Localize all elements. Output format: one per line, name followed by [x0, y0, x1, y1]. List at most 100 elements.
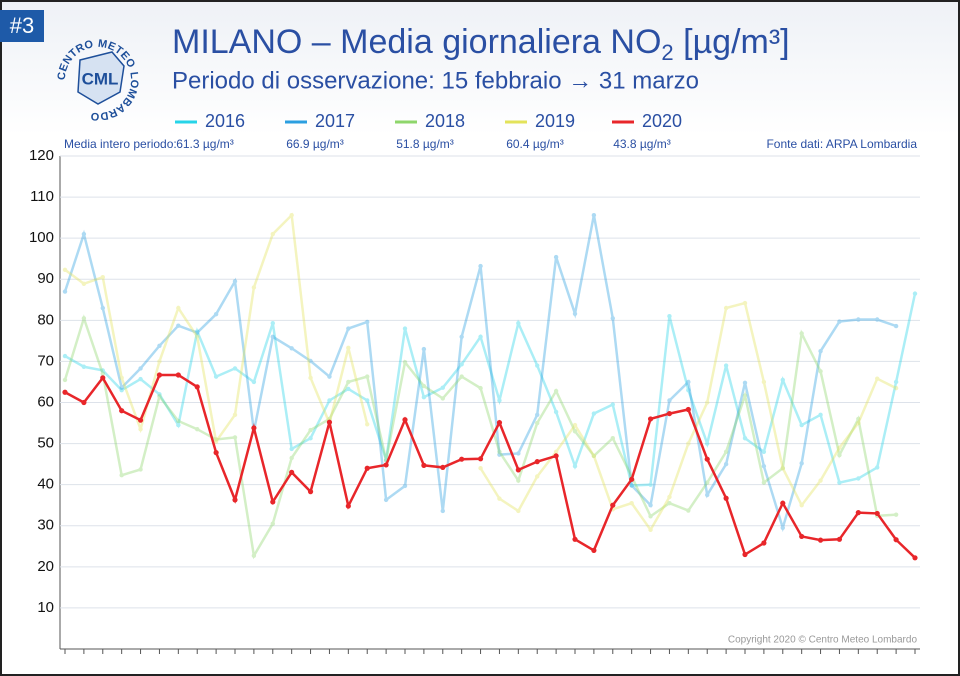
- point: [195, 427, 200, 432]
- point: [308, 375, 313, 381]
- point: [780, 500, 786, 506]
- point: [478, 334, 483, 339]
- point: [856, 420, 861, 426]
- point: [837, 445, 842, 450]
- point: [100, 305, 105, 311]
- point: [440, 385, 445, 390]
- point: [81, 399, 87, 406]
- point: [648, 503, 653, 508]
- point: [685, 406, 691, 413]
- legend-label: 2019: [535, 111, 575, 131]
- point: [81, 316, 87, 321]
- point: [402, 326, 408, 331]
- point: [742, 300, 748, 306]
- point: [535, 412, 540, 418]
- point: [270, 321, 275, 326]
- series: [62, 314, 899, 560]
- point: [686, 379, 691, 385]
- point: [875, 317, 880, 322]
- point: [780, 466, 785, 471]
- point: [591, 547, 597, 554]
- point: [137, 417, 144, 423]
- point: [478, 466, 483, 471]
- point: [270, 231, 275, 237]
- point: [836, 536, 843, 542]
- logo-shape: [77, 51, 125, 105]
- point: [761, 449, 767, 454]
- point: [289, 469, 295, 475]
- point: [100, 371, 105, 376]
- point: [780, 466, 785, 471]
- point: [478, 263, 483, 269]
- point: [497, 496, 502, 501]
- series-line: [63, 214, 897, 533]
- point: [138, 427, 143, 432]
- y-tick-label: 90: [37, 270, 54, 287]
- point: [251, 379, 257, 385]
- legend-label: 2018: [425, 111, 465, 131]
- point: [610, 316, 615, 321]
- point: [402, 360, 408, 365]
- point: [666, 410, 673, 417]
- series: [62, 291, 918, 488]
- series: [62, 212, 899, 533]
- point: [232, 435, 238, 440]
- point: [176, 422, 181, 428]
- mean-label: 51.8 µg/m³: [396, 137, 454, 151]
- point: [705, 441, 710, 446]
- badge-box: [0, 10, 44, 42]
- point: [213, 450, 219, 456]
- point: [893, 323, 899, 329]
- point: [572, 429, 578, 434]
- point: [175, 372, 181, 378]
- point: [705, 492, 710, 498]
- point: [855, 510, 861, 516]
- title-text: MILANO – Media giornaliera NO: [172, 23, 661, 61]
- point: [780, 525, 785, 531]
- point: [723, 461, 729, 467]
- point: [62, 289, 68, 294]
- point: [667, 494, 672, 500]
- point: [761, 463, 767, 469]
- point: [157, 394, 162, 399]
- point: [874, 510, 880, 517]
- point: [383, 462, 389, 468]
- point: [705, 400, 710, 405]
- point: [686, 508, 691, 513]
- point: [459, 334, 464, 339]
- point: [308, 358, 313, 364]
- point: [346, 386, 351, 392]
- point: [440, 396, 445, 401]
- title-unit: [µg/m³]: [674, 23, 790, 61]
- point: [402, 483, 408, 489]
- point: [62, 377, 68, 383]
- point: [553, 254, 559, 260]
- mean-label: 43.8 µg/m³: [613, 137, 671, 151]
- point: [572, 463, 578, 469]
- point: [307, 489, 314, 495]
- series-line: [64, 212, 897, 533]
- point: [780, 377, 785, 383]
- point: [818, 369, 823, 374]
- point: [195, 330, 200, 335]
- chart-title: MILANO – Media giornaliera NO2 [µg/m³]: [172, 23, 790, 65]
- point: [837, 452, 842, 458]
- point: [270, 334, 275, 339]
- point: [365, 398, 370, 403]
- point: [459, 362, 464, 367]
- point: [365, 319, 370, 325]
- series: [62, 212, 899, 533]
- point: [459, 374, 464, 379]
- point: [138, 376, 143, 382]
- point: [232, 279, 238, 284]
- point: [893, 385, 899, 391]
- point: [818, 478, 823, 483]
- series-line: [64, 293, 917, 487]
- point: [119, 387, 124, 393]
- point: [572, 311, 578, 316]
- point: [365, 422, 370, 427]
- point: [440, 508, 445, 514]
- point: [156, 372, 163, 378]
- point: [723, 449, 729, 454]
- point: [516, 478, 521, 483]
